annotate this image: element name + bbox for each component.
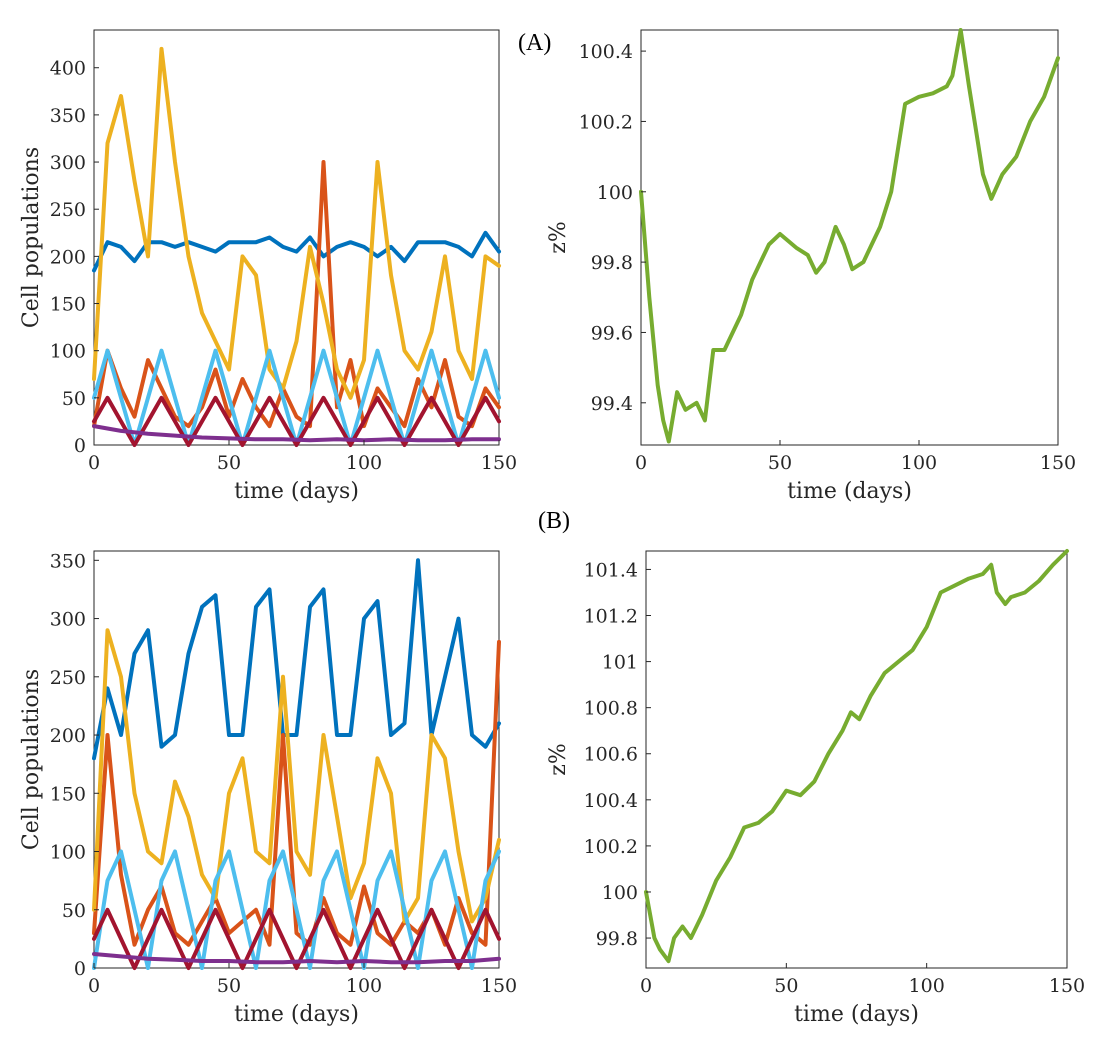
y-tick-label: 100 [597, 182, 633, 204]
y-tick-label: 100.2 [579, 111, 633, 133]
x-tick-label: 50 [768, 452, 792, 474]
y-axis-label: z% [546, 221, 571, 254]
y-tick-label: 100 [50, 842, 86, 864]
y-tick-label: 350 [50, 105, 86, 127]
y-tick-label: 100.4 [584, 790, 638, 812]
x-tick-label: 150 [481, 975, 517, 997]
y-tick-label: 300 [50, 609, 86, 631]
y-tick-label: 50 [62, 900, 86, 922]
x-tick-label: 100 [901, 452, 937, 474]
y-tick-label: 300 [50, 152, 86, 174]
y-axis-label: Cell populations [19, 147, 44, 328]
x-axis-label: time (days) [234, 479, 359, 504]
x-tick-label: 50 [217, 975, 241, 997]
series-line-4 [92, 849, 501, 970]
series-line-6 [92, 952, 501, 965]
y-tick-label: 101.2 [584, 606, 638, 628]
y-tick-label: 0 [74, 435, 86, 457]
y-tick-label: 100.6 [584, 744, 638, 766]
y-tick-label: 100.8 [584, 698, 638, 720]
series-line-5 [92, 907, 501, 970]
series-line-3 [92, 628, 501, 924]
x-axis-label: time (days) [787, 479, 912, 504]
x-tick-label: 0 [640, 975, 652, 997]
y-tick-label: 99.8 [591, 252, 633, 274]
panel-label-a: (A) [518, 30, 551, 56]
axes-box [645, 550, 1068, 969]
chart-B-left: 0 50 100 150 0 50 100 150 200 250 300 350 time (days… [19, 550, 517, 1027]
y-tick-label: 150 [50, 783, 86, 805]
y-tick-label: 200 [50, 246, 86, 268]
y-tick-label: 99.6 [591, 322, 633, 344]
y-tick-label: 150 [50, 294, 86, 316]
y-tick-label: 100 [50, 341, 86, 363]
y-tick-label: 100 [602, 882, 638, 904]
y-axis-label: z% [546, 743, 571, 776]
x-tick-label: 150 [1040, 452, 1076, 474]
x-tick-label: 0 [88, 975, 100, 997]
y-tick-label: 250 [50, 199, 86, 221]
y-tick-label: 200 [50, 725, 86, 747]
y-tick-label: 50 [62, 388, 86, 410]
y-tick-label: 250 [50, 667, 86, 689]
y-tick-label: 99.8 [596, 928, 638, 950]
x-tick-label: 0 [88, 452, 100, 474]
series-line-3 [92, 46, 501, 400]
series-line-1 [92, 558, 501, 761]
x-tick-label: 100 [909, 975, 945, 997]
series-line-5 [92, 395, 501, 447]
y-axis-label: Cell populations [19, 669, 44, 850]
x-tick-label: 100 [346, 975, 382, 997]
x-axis-label: time (days) [234, 1002, 359, 1027]
series-line-1 [644, 549, 1069, 964]
chart-A-right: 0 50 100 150 99.4 99.6 99.8 100 100.2 100.4 time (… [546, 28, 1076, 504]
series-line-2 [92, 160, 501, 429]
x-tick-label: 100 [346, 452, 382, 474]
chart-B-right: 0 50 100 150 99.8 100 100.2 100.4 100.6 100.8 101 1… [546, 549, 1085, 1027]
y-tick-label: 350 [50, 550, 86, 572]
series-line-6 [92, 424, 501, 443]
y-tick-label: 400 [50, 58, 86, 80]
x-tick-label: 150 [481, 452, 517, 474]
x-tick-label: 50 [217, 452, 241, 474]
axes-box [640, 29, 1059, 446]
y-tick-label: 101.4 [584, 559, 638, 581]
series-line-1 [92, 230, 501, 273]
panel-label-b: (B) [538, 508, 570, 534]
x-tick-label: 50 [774, 975, 798, 997]
x-tick-label: 150 [1049, 975, 1085, 997]
series-line-1 [639, 28, 1060, 444]
x-tick-label: 0 [635, 452, 647, 474]
y-tick-label: 101 [602, 652, 638, 674]
chart-A-left: 0 50 100 150 0 50 100 150 200 250 300 350 400 time (d… [19, 29, 517, 504]
y-tick-label: 99.4 [591, 393, 633, 415]
y-tick-label: 100.2 [584, 836, 638, 858]
y-tick-label: 0 [74, 958, 86, 980]
y-tick-label: 100.4 [579, 41, 633, 63]
series-line-4 [92, 348, 501, 447]
x-axis-label: time (days) [794, 1002, 919, 1027]
